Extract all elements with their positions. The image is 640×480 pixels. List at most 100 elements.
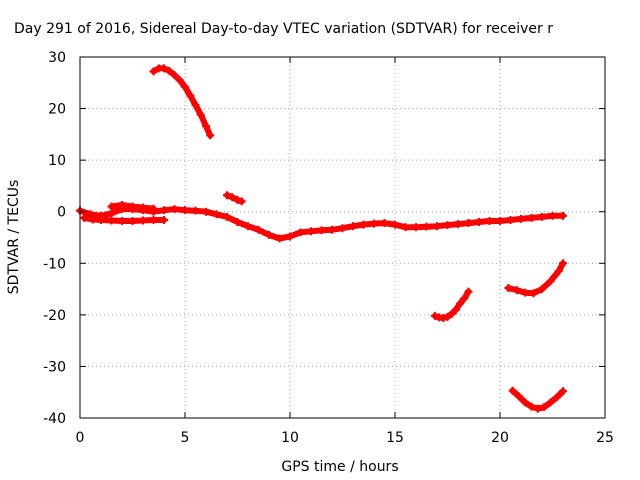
- data-point: [447, 309, 456, 318]
- series-arc-17h: [430, 287, 473, 322]
- series-arc-top: [149, 64, 215, 140]
- data-point: [80, 213, 89, 222]
- data-point: [433, 222, 441, 231]
- data-point: [512, 286, 521, 295]
- data-point: [228, 193, 237, 202]
- data-point: [128, 202, 137, 211]
- series-lower-band: [80, 213, 168, 225]
- data-point: [359, 220, 368, 229]
- data-point: [443, 221, 452, 230]
- data-point: [206, 131, 215, 140]
- x-tick-label: 20: [491, 430, 509, 446]
- data-point: [170, 71, 179, 80]
- data-point: [552, 393, 561, 402]
- data-point: [118, 216, 126, 225]
- data-point: [254, 225, 263, 234]
- data-point: [181, 82, 189, 91]
- data-point: [244, 222, 252, 231]
- y-tick-label: 10: [48, 153, 66, 169]
- data-point: [233, 218, 242, 227]
- data-point: [559, 387, 567, 396]
- series-fragment-7h: [223, 191, 246, 206]
- series-main-band: [76, 205, 567, 243]
- data-point: [546, 398, 555, 407]
- data-point: [338, 224, 347, 233]
- data-point: [139, 216, 147, 225]
- data-point: [508, 386, 517, 395]
- data-point: [496, 216, 504, 225]
- data-point: [454, 220, 462, 229]
- data-point: [380, 219, 389, 228]
- data-point: [97, 215, 105, 224]
- data-point: [460, 294, 469, 303]
- data-point: [286, 232, 294, 241]
- x-tick-label: 10: [281, 430, 299, 446]
- series-upper-band: [107, 201, 158, 213]
- data-point: [475, 218, 483, 227]
- data-point: [391, 220, 399, 229]
- data-point: [191, 206, 200, 215]
- data-point: [451, 305, 460, 314]
- y-axis-label: SDTVAR / TECUs: [6, 180, 22, 295]
- data-point: [464, 287, 473, 296]
- data-point: [456, 299, 465, 308]
- data-point: [554, 267, 563, 276]
- data-point: [107, 209, 116, 218]
- data-point: [175, 76, 184, 85]
- data-point: [265, 230, 273, 239]
- data-point: [559, 259, 567, 268]
- data-point: [464, 219, 473, 228]
- data-point: [296, 228, 305, 237]
- data-point: [370, 219, 378, 228]
- y-tick-label: 30: [48, 50, 66, 66]
- x-tick-label: 0: [76, 430, 85, 446]
- x-axis-label: GPS time / hours: [281, 459, 398, 475]
- data-point: [540, 403, 549, 412]
- data-point: [149, 204, 158, 213]
- data-point: [517, 214, 525, 223]
- y-tick-label: -30: [43, 359, 66, 375]
- data-point: [430, 311, 439, 320]
- data-point: [165, 66, 174, 75]
- data-point: [412, 223, 420, 232]
- data-point: [202, 207, 210, 216]
- data-point: [422, 222, 431, 231]
- data-point: [160, 64, 168, 73]
- data-point: [485, 216, 494, 225]
- data-point: [275, 234, 284, 243]
- data-point: [107, 202, 116, 211]
- data-point: [237, 197, 246, 206]
- series-arc-21h: [504, 259, 567, 298]
- data-point: [328, 225, 336, 234]
- data-point: [128, 216, 137, 225]
- ticks: 0 5 10 15 20 25 30 20 10 0 -10 -20 -30 -40: [43, 50, 614, 446]
- series-arc-22h: [508, 386, 567, 413]
- data-point: [317, 226, 326, 235]
- y-tick-label: -40: [43, 411, 66, 427]
- x-tick-label: 5: [181, 430, 190, 446]
- y-tick-label: 0: [57, 205, 66, 221]
- y-tick-label: -10: [43, 256, 66, 272]
- data-point: [514, 392, 523, 401]
- data-point: [149, 67, 158, 76]
- data-point: [212, 210, 221, 219]
- data-point: [401, 223, 410, 232]
- data-point: [548, 211, 557, 220]
- data-point: [88, 215, 97, 224]
- grid: [80, 57, 605, 418]
- data-point: [521, 288, 530, 297]
- data-point: [546, 277, 555, 286]
- data-point: [443, 312, 452, 321]
- plot-frame: [79, 56, 606, 419]
- x-tick-label: 15: [386, 430, 404, 446]
- data-point: [202, 122, 210, 131]
- data-point: [529, 289, 538, 298]
- data-point: [186, 91, 195, 100]
- data-point: [191, 100, 200, 109]
- data-point: [307, 227, 315, 236]
- data-point: [223, 212, 231, 221]
- data-point: [504, 284, 513, 293]
- data-point: [521, 398, 530, 407]
- data-point: [107, 216, 116, 225]
- data-point: [533, 404, 542, 413]
